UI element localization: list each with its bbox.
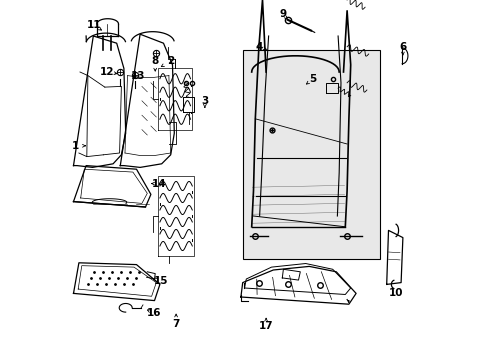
- Text: 16: 16: [147, 308, 162, 318]
- Text: 17: 17: [258, 321, 273, 331]
- Text: 3: 3: [201, 96, 208, 106]
- Text: 7: 7: [172, 319, 180, 329]
- Text: 14: 14: [151, 179, 166, 189]
- Text: 15: 15: [153, 276, 168, 286]
- Text: 10: 10: [387, 288, 402, 298]
- Text: 5: 5: [308, 74, 316, 84]
- Text: 9: 9: [279, 9, 286, 19]
- Bar: [242, 50, 379, 259]
- Text: 4: 4: [255, 42, 262, 52]
- Text: 6: 6: [399, 42, 406, 52]
- Text: 2: 2: [167, 56, 174, 66]
- Text: 8: 8: [151, 56, 159, 66]
- Text: 1: 1: [72, 141, 79, 151]
- Text: 13: 13: [131, 71, 145, 81]
- Text: 11: 11: [86, 20, 101, 30]
- Text: 12: 12: [100, 67, 114, 77]
